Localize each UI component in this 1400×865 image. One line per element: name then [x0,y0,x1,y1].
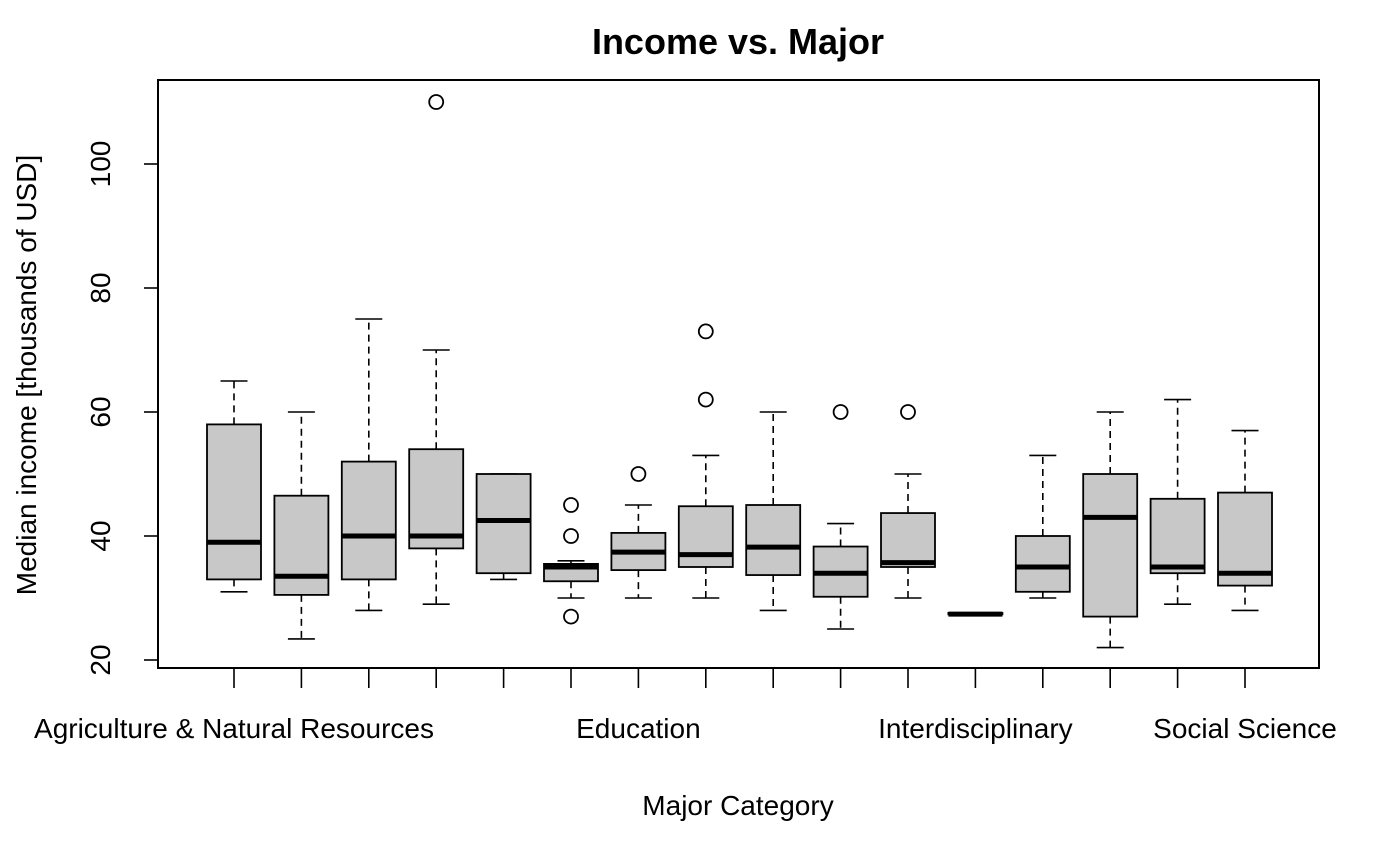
box-iqr [340,460,397,581]
box-iqr [1082,473,1139,618]
outlier-point [832,404,849,420]
outlier-point [428,94,445,110]
boxes-layer [206,94,1273,649]
plot-frame [157,79,1320,669]
x-tick-label: Interdisciplinary [878,713,1073,744]
y-axis-label: Median income [thousands of USD] [11,155,42,595]
box-4 [408,94,465,606]
x-axis-label: Major Category [642,790,833,821]
y-tick-label: 60 [85,396,116,427]
box-iqr [408,448,465,550]
outlier-point [900,404,916,420]
outlier-point [697,323,714,340]
box-iqr [206,423,262,581]
y-tick-label: 100 [85,141,116,188]
box-8 [677,323,734,599]
box-iqr [1149,497,1206,575]
outlier-point [697,391,714,408]
outlier-point [563,528,579,544]
box-iqr [475,473,532,575]
box-iqr [1217,491,1273,587]
box-9 [745,411,802,612]
outlier-point [630,466,647,482]
box-iqr [745,504,802,576]
box-5 [475,473,532,581]
box-3 [340,318,397,612]
box-12 [947,611,1004,617]
x-tick-label: Education [576,713,701,744]
box-15 [1149,398,1206,606]
box-iqr [273,494,330,596]
y-axis: 20 40 60 80 100 [85,141,159,676]
y-tick-label: 80 [85,272,116,303]
box-13 [1014,454,1071,599]
chart-title: Income vs. Major [592,21,884,62]
box-14 [1082,411,1139,649]
box-iqr [880,512,936,568]
x-tick-label: Agriculture & Natural Resources [34,713,434,744]
box-11 [880,404,936,599]
box-iqr [1014,535,1071,593]
box-iqr [677,505,734,568]
box-2 [273,411,330,640]
box-1 [206,380,262,593]
outlier-point [563,497,579,513]
box-6 [543,497,599,625]
y-tick-label: 40 [85,520,116,551]
box-10 [812,404,869,630]
x-tick-label: Social Science [1153,713,1337,744]
y-tick-label: 20 [85,644,116,675]
box-7 [610,466,667,599]
x-axis: Agriculture & Natural Resources Education… [34,667,1337,744]
box-16 [1217,429,1273,612]
outlier-point [563,608,579,625]
